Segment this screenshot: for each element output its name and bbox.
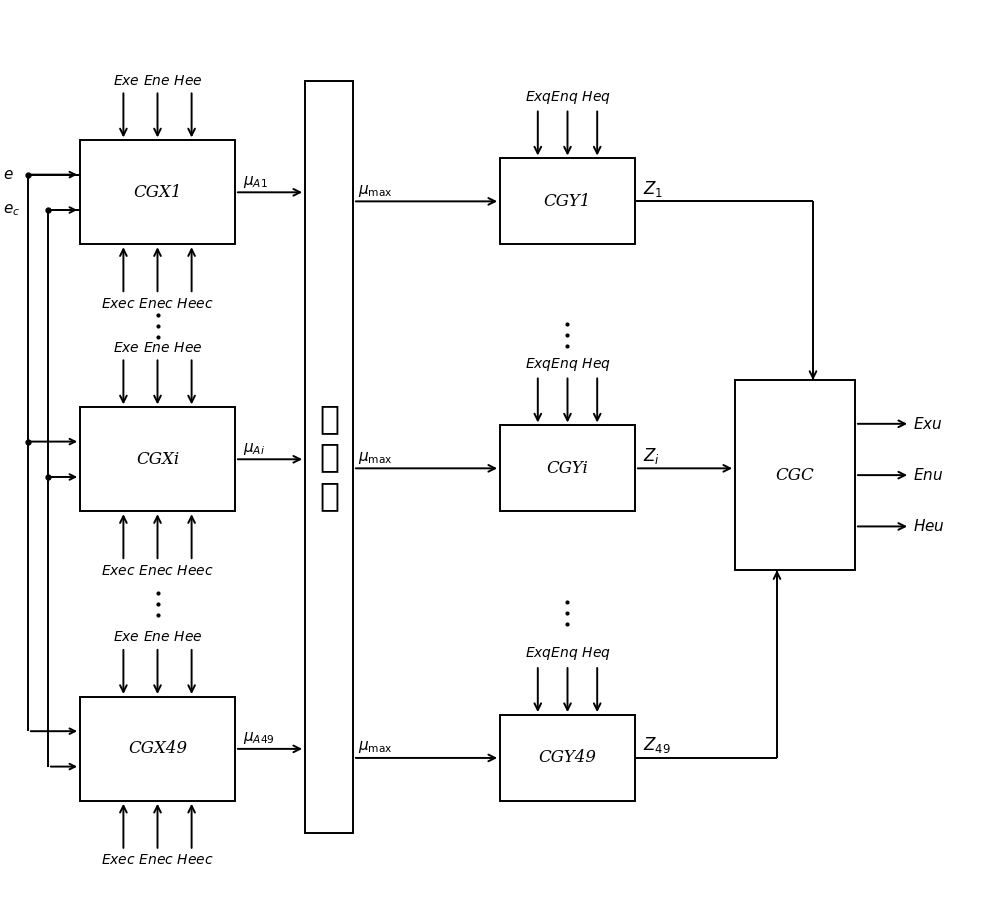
Text: CGXi: CGXi: [136, 451, 179, 468]
Bar: [500, 425, 635, 511]
Text: CGYi: CGYi: [547, 460, 588, 477]
Text: $Exec\ Enec\ Heec$: $Exec\ Enec\ Heec$: [101, 564, 214, 577]
Text: $ExqEnq\ Heq$: $ExqEnq\ Heq$: [525, 89, 610, 106]
Bar: [80, 407, 235, 511]
Bar: [80, 697, 235, 801]
Text: $\mu_{A1}$: $\mu_{A1}$: [243, 174, 268, 190]
Text: $ExqEnq\ Heq$: $ExqEnq\ Heq$: [525, 356, 610, 373]
Bar: [735, 380, 855, 570]
Text: $\mu_{\max}$: $\mu_{\max}$: [358, 739, 393, 755]
Text: $\mu_{\max}$: $\mu_{\max}$: [358, 450, 393, 465]
Text: $Exe\ Ene\ Hee$: $Exe\ Ene\ Hee$: [113, 631, 202, 644]
Text: $\mu_{\max}$: $\mu_{\max}$: [358, 183, 393, 199]
Bar: [305, 81, 353, 833]
Text: $e$: $e$: [3, 167, 14, 182]
Text: CGC: CGC: [776, 467, 814, 483]
Text: CGX49: CGX49: [128, 740, 187, 757]
Text: $\mu_{Ai}$: $\mu_{Ai}$: [243, 441, 265, 456]
Text: $Exec\ Enec\ Heec$: $Exec\ Enec\ Heec$: [101, 853, 214, 867]
Bar: [500, 715, 635, 801]
Text: $Z_{49}$: $Z_{49}$: [643, 735, 671, 755]
Text: $Exe\ Ene\ Hee$: $Exe\ Ene\ Hee$: [113, 74, 202, 88]
Text: $ExqEnq\ Heq$: $ExqEnq\ Heq$: [525, 645, 610, 662]
Bar: [80, 140, 235, 244]
Bar: [500, 158, 635, 244]
Text: $Z_i$: $Z_i$: [643, 445, 660, 465]
Text: $\mu_{A49}$: $\mu_{A49}$: [243, 730, 275, 746]
Text: $Enu$: $Enu$: [913, 467, 943, 483]
Text: CGX1: CGX1: [133, 184, 182, 201]
Text: $e_c$: $e_c$: [3, 202, 20, 218]
Text: $Z_1$: $Z_1$: [643, 178, 663, 199]
Text: $Exec\ Enec\ Heec$: $Exec\ Enec\ Heec$: [101, 297, 214, 310]
Text: 最
大
值: 最 大 值: [319, 403, 339, 511]
Text: $Heu$: $Heu$: [913, 519, 945, 535]
Text: $Exe\ Ene\ Hee$: $Exe\ Ene\ Hee$: [113, 341, 202, 355]
Text: CGY1: CGY1: [544, 193, 591, 210]
Text: $Exu$: $Exu$: [913, 415, 943, 432]
Text: CGY49: CGY49: [538, 749, 596, 767]
